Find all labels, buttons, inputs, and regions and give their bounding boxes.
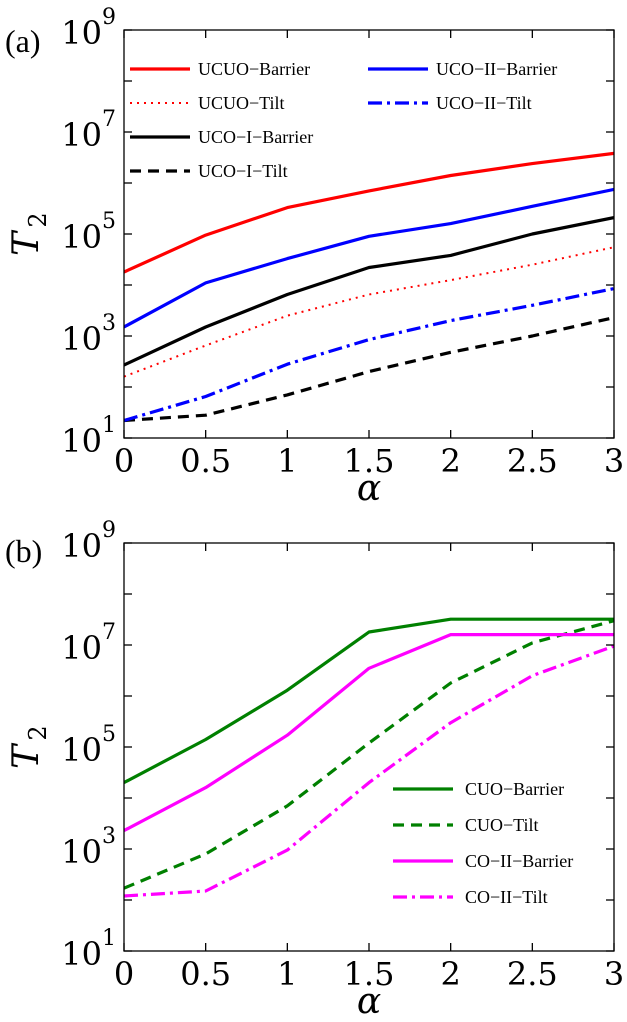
y-tick-exponent: 5 xyxy=(102,722,116,747)
series-line-3 xyxy=(124,632,614,833)
x-tick-label: 0 xyxy=(114,955,134,993)
series-line-5 xyxy=(124,187,614,329)
y-tick-label: 10 xyxy=(61,935,102,973)
legend-label: UCO−II−Barrier xyxy=(436,59,557,79)
y-tick-exponent: 1 xyxy=(102,926,116,951)
x-tick-label: 0.5 xyxy=(180,955,231,993)
series-line-6 xyxy=(124,287,614,423)
y-tick-exponent: 7 xyxy=(102,107,116,132)
y-axis-label-subscript: 2 xyxy=(24,725,52,740)
panel-label: (a) xyxy=(5,23,41,59)
x-axis-label: α xyxy=(357,468,381,509)
legend-label: UCO−II−Tilt xyxy=(436,93,532,113)
y-tick-label: 10 xyxy=(61,833,102,871)
series-line-4 xyxy=(124,644,614,898)
y-tick-label: 10 xyxy=(61,527,102,565)
y-tick-label: 10 xyxy=(61,320,102,358)
y-tick-exponent: 3 xyxy=(102,824,116,849)
y-tick-exponent: 3 xyxy=(102,311,116,336)
panel-label: (b) xyxy=(5,533,42,569)
x-tick-label: 0 xyxy=(114,442,134,480)
y-axis-label-subscript: 2 xyxy=(24,212,52,227)
y-tick-exponent: 9 xyxy=(102,5,116,30)
x-tick-label: 1.5 xyxy=(344,442,395,480)
legend-label: UCUO−Barrier xyxy=(198,59,310,79)
y-tick-label: 10 xyxy=(61,14,102,52)
series-line-1 xyxy=(124,151,614,274)
y-tick-label: 10 xyxy=(61,629,102,667)
y-tick-label: 10 xyxy=(61,422,102,460)
x-axis-label: α xyxy=(357,981,381,1022)
legend: UCUO−Barrier UCO−II−Barrier UCUO−Tilt UCO−I… xyxy=(130,59,557,181)
y-tick-exponent: 1 xyxy=(102,413,116,438)
x-tick-label: 0.5 xyxy=(180,442,231,480)
y-tick-label: 10 xyxy=(61,731,102,769)
y-tick-exponent: 7 xyxy=(102,620,116,645)
x-tick-label: 3 xyxy=(604,955,624,993)
x-tick-label: 2 xyxy=(440,442,460,480)
y-axis-label: T xyxy=(6,229,47,256)
legend-label: CUO−Tilt xyxy=(465,815,539,835)
y-axis-label: T xyxy=(6,742,47,769)
y-tick-label: 10 xyxy=(61,116,102,154)
series-line-4 xyxy=(124,316,614,423)
x-tick-label: 1.5 xyxy=(344,955,395,993)
y-tick-label: 10 xyxy=(61,218,102,256)
legend-label: CUO−Barrier xyxy=(465,779,564,799)
x-tick-label: 2.5 xyxy=(507,442,558,480)
legend-label: UCO−I−Barrier xyxy=(198,127,313,147)
series-line-3 xyxy=(124,216,614,367)
legend: CUO−Barrier CUO−Tilt CO−II−Barrier CO−II−Ti… xyxy=(393,779,573,907)
x-tick-label: 1 xyxy=(277,442,297,480)
y-tick-exponent: 5 xyxy=(102,209,116,234)
legend-label: UCO−I−Tilt xyxy=(198,161,288,181)
y-tick-exponent: 9 xyxy=(102,518,116,543)
legend-label: CO−II−Barrier xyxy=(465,851,573,871)
legend-label: CO−II−Tilt xyxy=(465,887,548,907)
series-line-2 xyxy=(124,619,614,890)
x-tick-label: 2 xyxy=(440,955,460,993)
legend-label: UCUO−Tilt xyxy=(198,93,285,113)
x-tick-label: 2.5 xyxy=(507,955,558,993)
x-tick-label: 1 xyxy=(277,955,297,993)
plot-frame xyxy=(123,29,615,439)
series-line-1 xyxy=(124,617,614,785)
x-tick-label: 3 xyxy=(604,442,624,480)
